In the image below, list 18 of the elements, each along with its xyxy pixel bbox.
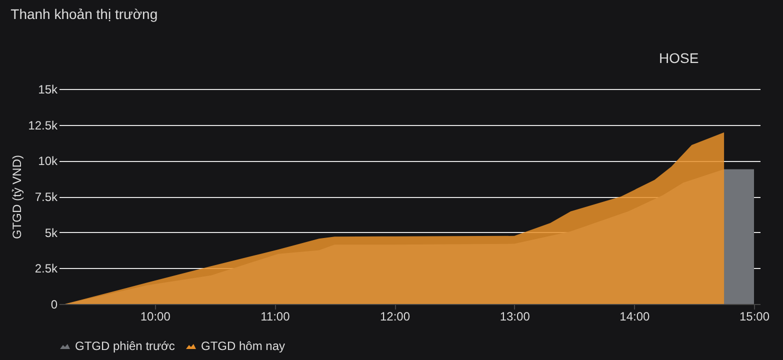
x-tick-label: 14:00: [620, 310, 650, 324]
x-tick-label: 12:00: [380, 310, 410, 324]
text: HOSE: [659, 50, 699, 66]
y-tick-label: 7.5k: [34, 190, 58, 204]
y-tick-label: 5k: [44, 226, 58, 240]
y-axis-title: GTGD (tỷ VND): [10, 155, 24, 239]
x-tick-label: 11:00: [260, 310, 290, 324]
chart-title: Thanh khoản thị trường: [10, 6, 158, 22]
y-tick-label: 12.5k: [28, 118, 58, 132]
y-tick-label: 2.5k: [34, 262, 58, 276]
y-tick-label: 10k: [38, 154, 58, 168]
x-tick-label: 15:00: [739, 310, 770, 324]
y-tick-label: 0: [50, 298, 58, 312]
x-tick-label: 10:00: [140, 310, 171, 324]
y-tick-label: 15k: [38, 82, 58, 96]
legend-label: GTGD phiên trước: [75, 339, 175, 353]
x-tick-label: 13:00: [500, 310, 530, 324]
legend-label: GTGD hôm nay: [201, 339, 286, 353]
